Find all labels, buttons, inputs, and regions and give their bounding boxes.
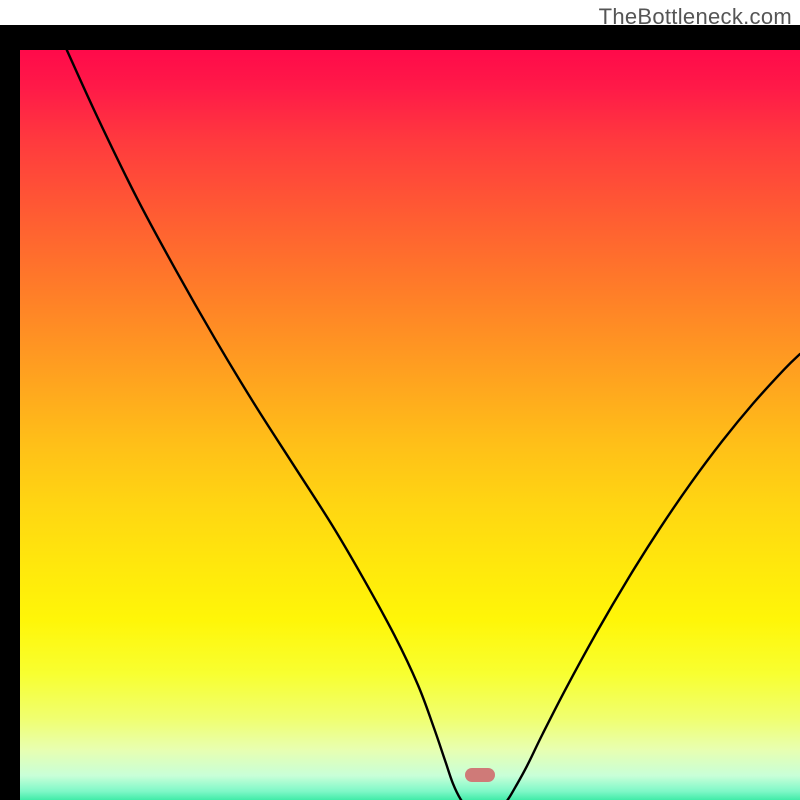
- chart-container: TheBottleneck.com: [0, 0, 800, 800]
- watermark-text: TheBottleneck.com: [599, 4, 792, 30]
- bottleneck-curve: [20, 50, 800, 800]
- optimal-point-marker: [465, 768, 495, 782]
- plot-frame: [0, 25, 800, 800]
